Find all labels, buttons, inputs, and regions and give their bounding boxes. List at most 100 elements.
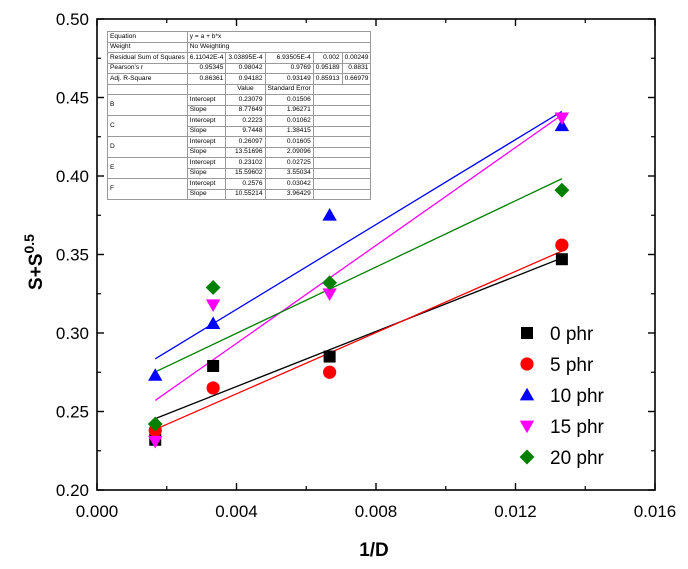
table-cell: 0.85913 (312, 73, 343, 85)
table-cell: E (107, 157, 188, 179)
table-cell (312, 146, 372, 158)
table-row: Adj. R-Square 0.86361 0.94182 0.93149 0.8591… (107, 73, 372, 85)
table-cell: Slope (186, 125, 227, 137)
table-cell: 2.09096 (264, 146, 314, 158)
legend-label: 20 phr (550, 448, 605, 469)
table-cell: Pearson's r (107, 62, 188, 74)
table-cell (312, 167, 372, 179)
table-cell: 3.55034 (264, 167, 314, 179)
table-cell: Standard Error (264, 83, 314, 95)
data-point-20-phr (147, 416, 163, 432)
table-row: F Intercept 0.2576 0.03042 (107, 178, 372, 200)
fit-line-10-phr (154, 110, 563, 360)
table-cell: 15.59602 (225, 167, 266, 179)
y-axis-title: S+S0.5 (21, 234, 47, 290)
legend-marker-15-phr (519, 420, 535, 434)
table-cell: 6.93505E-4 (264, 52, 314, 64)
x-tick-label: 0.012 (494, 502, 537, 521)
data-point-0-phr (207, 359, 220, 372)
data-point-5-phr (555, 238, 569, 252)
table-cell: F (107, 178, 188, 200)
table-cell: Intercept (186, 136, 227, 148)
y-tick-label: 0.20 (56, 481, 89, 500)
fit-line-20-phr (154, 178, 563, 373)
table-row: Slope 13.51696 2.09096 (108, 146, 372, 158)
table-cell: 0.66979 (341, 73, 372, 85)
y-tick-label: 0.35 (56, 246, 89, 265)
table-cell: 0.01506 (264, 94, 314, 106)
table-cell: 0.002 (312, 52, 343, 64)
table-row: C Intercept 0.2223 0.01062 (107, 115, 372, 137)
legend: 0 phr 5 phr 10 phr 15 phr 20 phr (519, 324, 605, 469)
table-row: Equation y = a + b*x (107, 31, 372, 43)
table-cell (312, 83, 372, 95)
table-cell: 0.2576 (225, 178, 266, 190)
table-cell (312, 136, 372, 148)
data-point-15-phr (148, 435, 163, 449)
table-cell (312, 125, 372, 137)
x-tick-label: 0.004 (215, 502, 258, 521)
fit-parameters-table: Equation y = a + b*x Weight No Weighting Res… (107, 31, 372, 200)
table-cell (312, 178, 372, 190)
table-cell: 0.93149 (264, 73, 314, 85)
legend-marker-10-phr (519, 387, 535, 401)
table-row: Slope 15.59602 3.55034 (108, 167, 372, 179)
table-cell: 0.26097 (225, 136, 266, 148)
table-cell: 0.2223 (225, 115, 266, 127)
data-point-20-phr (322, 275, 338, 291)
table-cell: Equation (107, 31, 188, 43)
table-cell: Adj. R-Square (107, 73, 188, 85)
table-cell: 8.77649 (225, 104, 266, 116)
table-row: Slope 10.55214 3.96429 (108, 188, 372, 200)
table-cell: No Weighting (186, 41, 372, 53)
y-tick-label: 0.40 (56, 167, 89, 186)
y-axis-title-exponent: 0.5 (21, 234, 37, 254)
y-tick-label: 0.30 (56, 324, 89, 343)
table-cell: 0.02725 (264, 157, 314, 169)
table-cell: Intercept (186, 115, 227, 127)
data-point-0-phr (323, 350, 336, 363)
data-point-15-phr (554, 112, 570, 126)
table-cell: 3.96429 (264, 188, 314, 200)
y-tick-label: 0.50 (56, 10, 89, 29)
table-cell: 0.23079 (225, 94, 266, 106)
y-tick-label: 0.45 (56, 89, 89, 108)
x-axis-title: 1/D (359, 540, 389, 561)
x-tick-label: 0.008 (355, 502, 398, 521)
legend-marker-5-phr (520, 357, 534, 371)
data-point-15-phr (322, 288, 337, 301)
legend-label: 10 phr (550, 386, 605, 407)
table-cell (312, 157, 372, 169)
y-axis-title-main: S+S (26, 254, 47, 290)
table-cell: 6.11042E-4 (186, 52, 227, 64)
table-cell: y = a + b*x (186, 31, 372, 43)
data-point-5-phr (323, 365, 337, 379)
table-cell (107, 83, 188, 95)
table-row: D Intercept 0.26097 0.01605 (107, 136, 372, 158)
table-cell: 0.98042 (225, 62, 266, 74)
y-tick-label: 0.25 (56, 403, 89, 422)
table-cell: Slope (186, 146, 227, 158)
table-row: Slope 8.77649 1.96271 (108, 104, 372, 116)
data-markers (147, 112, 570, 449)
table-cell: Intercept (186, 94, 227, 106)
table-cell: Slope (186, 188, 227, 200)
table-cell: 0.95189 (312, 62, 343, 74)
table-cell: Intercept (186, 157, 227, 169)
table-cell (186, 83, 227, 95)
table-cell: 9.7448 (225, 125, 266, 137)
table-cell (312, 188, 372, 200)
table-row: E Intercept 0.23102 0.02725 (107, 157, 372, 179)
x-tick-label: 0.016 (634, 502, 677, 521)
data-point-0-phr (555, 253, 568, 266)
table-cell: 1.38415 (264, 125, 314, 137)
data-point-10-phr (148, 368, 163, 381)
table-cell: D (107, 136, 188, 158)
table-cell (312, 94, 372, 106)
legend-label: 15 phr (550, 417, 605, 438)
table-cell: 0.23102 (225, 157, 266, 169)
table-cell: Intercept (186, 178, 227, 190)
table-cell: 10.55214 (225, 188, 266, 200)
table-row: Slope 9.7448 1.38415 (108, 125, 372, 137)
